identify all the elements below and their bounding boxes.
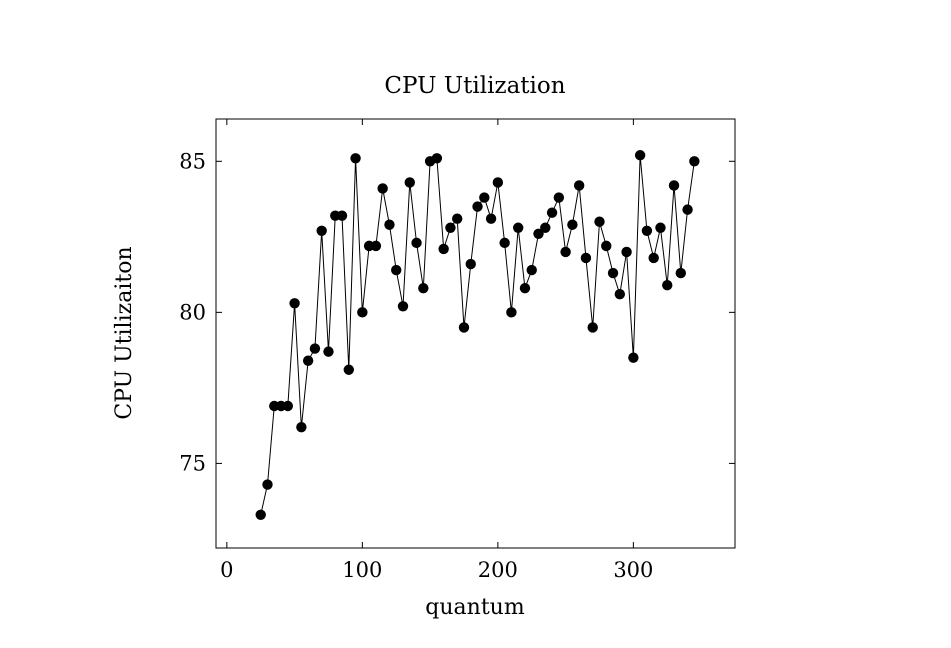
- y-tick-label: 75: [179, 451, 206, 475]
- data-point: [282, 400, 294, 412]
- data-point: [641, 225, 653, 236]
- data-point: [472, 201, 483, 212]
- data-point: [553, 192, 565, 203]
- data-point: [655, 222, 666, 233]
- data-point: [607, 267, 619, 279]
- data-point: [587, 322, 598, 333]
- data-point: [628, 352, 639, 363]
- data-point: [262, 479, 273, 490]
- data-point: [336, 210, 348, 221]
- data-point: [384, 219, 395, 230]
- data-point: [614, 289, 626, 300]
- data-point: [601, 240, 612, 252]
- data-point: [370, 240, 382, 252]
- data-point: [397, 301, 409, 312]
- data-point: [689, 156, 700, 167]
- data-point: [526, 264, 537, 276]
- y-axis-label: CPU Utilizaiton: [112, 246, 137, 419]
- data-point: [377, 183, 388, 194]
- data-point: [668, 180, 680, 191]
- data-point: [350, 153, 361, 164]
- data-point: [540, 222, 551, 233]
- data-point: [512, 222, 524, 233]
- data-point: [296, 421, 307, 433]
- x-tick-label: 200: [478, 558, 518, 582]
- data-point: [445, 222, 456, 233]
- data-point: [682, 204, 693, 215]
- data-point: [621, 246, 632, 258]
- x-tick-label: 0: [220, 558, 233, 582]
- data-point: [431, 153, 443, 164]
- data-point: [309, 343, 321, 354]
- data-point: [675, 267, 686, 279]
- data-point: [492, 177, 504, 188]
- axis-tick-labels: 0 100 200 300 75 80 85: [179, 149, 653, 582]
- data-point: [533, 228, 544, 240]
- data-point: [479, 192, 490, 203]
- data-point: [343, 364, 354, 375]
- data-point: [546, 207, 558, 218]
- y-tick-label: 80: [179, 300, 206, 324]
- data-point: [648, 252, 659, 264]
- data-point: [519, 282, 531, 294]
- data-point: [316, 225, 327, 236]
- data-point: [357, 307, 368, 318]
- series-markers: [255, 150, 700, 520]
- y-tick-label: 85: [179, 149, 206, 173]
- x-tick-label: 100: [342, 558, 382, 582]
- data-point: [411, 237, 422, 249]
- plot-frame: [215, 118, 736, 549]
- data-point: [634, 150, 646, 161]
- data-point: [506, 307, 517, 318]
- data-point: [458, 322, 470, 333]
- data-point: [302, 355, 314, 366]
- data-point: [452, 213, 463, 224]
- data-point: [662, 279, 673, 291]
- data-point: [465, 258, 476, 270]
- chart-title: CPU Utilization: [384, 73, 565, 99]
- data-point: [391, 264, 402, 276]
- data-point: [560, 246, 571, 258]
- data-point: [485, 213, 497, 224]
- x-axis-label: quantum: [425, 595, 525, 620]
- data-point: [580, 252, 592, 264]
- axis-ticks: [216, 119, 735, 548]
- data-point: [567, 219, 578, 230]
- data-point: [499, 237, 510, 249]
- data-point: [438, 243, 449, 255]
- data-point: [323, 346, 334, 357]
- data-point: [255, 509, 266, 520]
- x-tick-label: 300: [613, 558, 653, 582]
- data-point: [573, 180, 585, 191]
- data-point: [594, 216, 605, 227]
- data-point: [289, 298, 300, 309]
- data-point: [418, 282, 429, 294]
- data-point: [404, 177, 415, 188]
